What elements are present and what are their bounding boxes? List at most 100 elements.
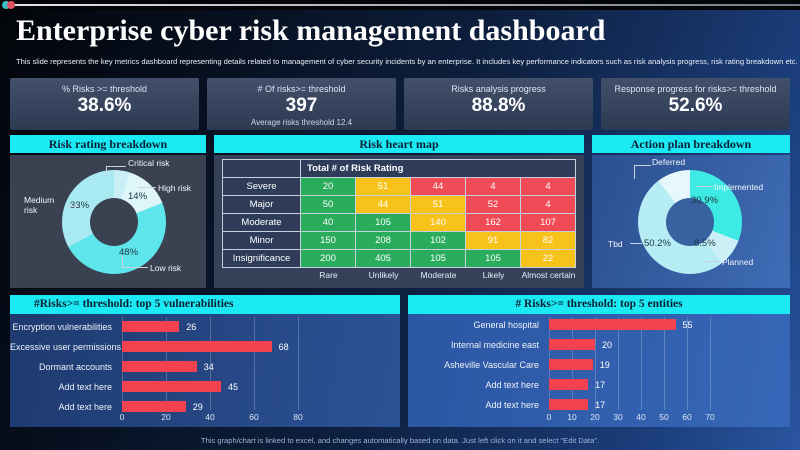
bar-value-label: 55 (682, 320, 693, 330)
axis-tick-label: 60 (682, 412, 692, 422)
heatmap-cell: 4 (465, 177, 520, 195)
heatmap-cell: 4 (520, 195, 575, 213)
bar (122, 401, 186, 412)
slice-pct-low-risk: 48% (119, 247, 139, 258)
axis-tick-label: 0 (119, 412, 125, 422)
risk-rating-donut-chart[interactable]: 14% 33% 48% Critical risk High risk Medi… (10, 155, 206, 288)
kpi-subtext: Average risks threshold 12.4 (250, 118, 353, 127)
heatmap-likelihood-axis: Rare Unlikely Moderate Likely Almost certain (301, 270, 576, 280)
heatmap-cell: 52 (465, 195, 520, 213)
leader-line (630, 243, 642, 244)
heatmap-cell: 150 (300, 231, 355, 249)
bar-category-label: Add text here (58, 382, 112, 392)
heatmap-cell: 105 (410, 249, 465, 267)
gridline (618, 317, 619, 410)
kpi-card-analysis-progress: Risks analysis progress 88.8% (404, 78, 593, 130)
heatmap-header: Total # of Risk Rating (300, 159, 575, 177)
leader-line (66, 206, 78, 207)
top-decoration-strip (0, 0, 800, 10)
heatmap-cell: 22 (520, 249, 575, 267)
bar (549, 399, 589, 410)
bar-value-label: 20 (602, 340, 613, 350)
axis-tick-label: 20 (161, 412, 171, 422)
legend-label-deferred: Deferred (652, 157, 686, 167)
kpi-label: # Of risks>= threshold (257, 84, 346, 94)
heatmap-x-label: Moderate (420, 270, 457, 280)
heatmap-cell: 50 (300, 195, 355, 213)
kpi-value: 88.8% (471, 95, 526, 116)
heatmap-row-label: Moderate (222, 213, 300, 231)
heatmap-cell: 82 (520, 231, 575, 249)
section-header-top5-vulnerabilities: #Risks>= threshold: top 5 vulnerabilitie… (10, 295, 400, 314)
legend-label-medium-risk: Medium risk (24, 195, 55, 215)
heatmap-cell: 105 (355, 213, 410, 231)
bar (549, 339, 595, 350)
kpi-label: Risks analysis progress (451, 84, 546, 94)
kpi-value: 38.6% (77, 95, 132, 116)
top-rule-line (12, 4, 800, 6)
heatmap-cell: 105 (465, 249, 520, 267)
bar-category-label: Dormant accounts (38, 362, 112, 372)
bar (549, 379, 589, 390)
slice-pct-planned: 8.5% (694, 238, 716, 249)
gridline (641, 317, 642, 410)
risk-heat-map-table[interactable]: Total # of Risk Rating Severe 20 51 44 4 4 Maj… (214, 155, 584, 288)
heatmap-cell: 40 (300, 213, 355, 231)
heatmap-cell: 4 (520, 177, 575, 195)
gridline (254, 317, 255, 410)
bar (549, 359, 593, 370)
slice-pct-high-risk: 14% (128, 191, 148, 202)
legend-label-planned: Planned (722, 257, 754, 267)
heatmap-cell: 44 (410, 177, 465, 195)
leader-line (122, 267, 148, 268)
axis-tick-label: 50 (659, 412, 669, 422)
red-dot-icon (7, 1, 15, 9)
heatmap-x-label: Rare (319, 270, 338, 280)
bar-value-label: 45 (228, 382, 239, 392)
footer-note: This graph/chart is linked to excel, and… (200, 436, 600, 445)
legend-label-high-risk: High risk (158, 183, 192, 193)
kpi-card-risks-percent: % Risks >= threshold 38.6% (10, 78, 199, 130)
bar (549, 319, 676, 330)
bar (122, 321, 180, 332)
axis-tick-label: 10 (567, 412, 577, 422)
heatmap-cell: 51 (355, 177, 410, 195)
heatmap-cell: 91 (465, 231, 520, 249)
slice-pct-tbd: 50.2% (644, 238, 671, 249)
top5-vulnerabilities-bar-chart[interactable]: 0 20 40 60 80 Encryption vulnerabilities 26 Exc… (10, 314, 400, 427)
legend-label-tbd: Tbd (608, 239, 623, 249)
bar-category-label: Internal medicine east (450, 340, 539, 350)
top5-entities-bar-chart[interactable]: 0 10 20 30 40 50 60 70 General hospital 55 Interna… (408, 314, 790, 427)
bar-category-label: Excessive user permissions (10, 342, 122, 352)
gridline (298, 317, 299, 410)
heatmap-row-label: Severe (222, 177, 300, 195)
bar-value-label: 17 (595, 380, 606, 390)
donut-hole (90, 198, 138, 246)
page-subtitle: This slide represents the key metrics da… (16, 57, 798, 66)
axis-tick-label: 80 (293, 412, 303, 422)
heatmap-cell: 208 (355, 231, 410, 249)
bar-category-label: Add text here (485, 380, 539, 390)
kpi-card-risks-count: # Of risks>= threshold 397 Average risks… (207, 78, 396, 130)
bar-value-label: 29 (192, 402, 203, 412)
heatmap-cell: 51 (410, 195, 465, 213)
gridline (210, 317, 211, 410)
kpi-label: Response progress for risks>= threshold (614, 84, 777, 94)
leader-line (138, 187, 156, 188)
leader-line (106, 166, 126, 167)
heatmap-grid: Total # of Risk Rating Severe 20 51 44 4 4 Maj… (222, 159, 576, 268)
heatmap-x-label: Unlikely (368, 270, 399, 280)
donut-hole (666, 198, 714, 246)
heatmap-cell: 20 (300, 177, 355, 195)
action-plan-donut-chart[interactable]: 30.9% 8.5% 50.2% Deferred Implemented Tb… (592, 155, 790, 288)
heatmap-cell: 140 (410, 213, 465, 231)
heatmap-cell: 102 (410, 231, 465, 249)
bar (122, 381, 221, 392)
leader-line (704, 261, 720, 262)
slice-pct-medium-risk: 33% (70, 200, 90, 211)
bar-category-label: Encryption vulnerabilities (12, 322, 112, 332)
gridline (710, 317, 711, 410)
slice-pct-implemented: 30.9% (691, 195, 718, 206)
axis-tick-label: 30 (613, 412, 623, 422)
